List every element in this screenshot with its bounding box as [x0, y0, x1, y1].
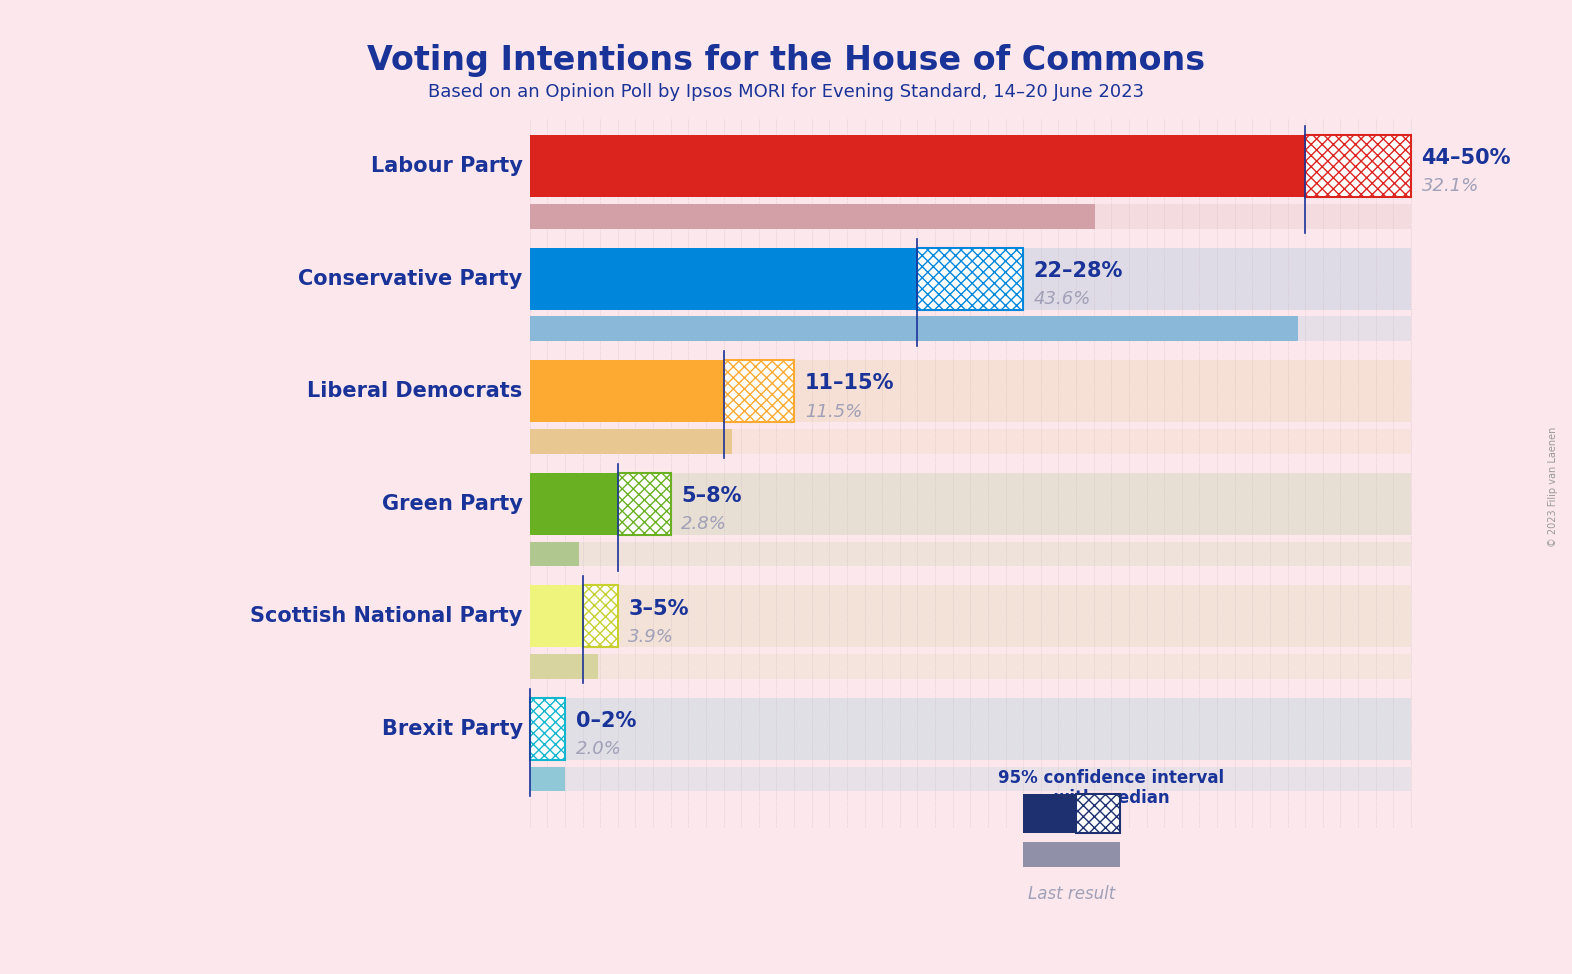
Text: 32.1%: 32.1%: [1421, 177, 1479, 196]
Bar: [530, 698, 564, 760]
Text: Voting Intentions for the House of Commons: Voting Intentions for the House of Commo…: [366, 44, 1206, 77]
Bar: [530, 767, 1412, 792]
Bar: [1023, 842, 1121, 867]
Bar: [1077, 794, 1121, 833]
Bar: [530, 585, 583, 648]
Bar: [530, 360, 1412, 423]
Bar: [918, 247, 1023, 310]
Bar: [530, 135, 1412, 197]
Text: © 2023 Filip van Laenen: © 2023 Filip van Laenen: [1548, 427, 1558, 547]
Bar: [530, 698, 1412, 760]
Text: 22–28%: 22–28%: [1034, 261, 1122, 281]
Text: Green Party: Green Party: [382, 494, 522, 514]
Text: Last result: Last result: [1028, 884, 1115, 903]
Bar: [723, 360, 794, 423]
Bar: [530, 360, 723, 423]
Text: 11.5%: 11.5%: [805, 402, 861, 421]
Text: 3.9%: 3.9%: [629, 627, 674, 646]
Bar: [530, 247, 918, 310]
Text: 95% confidence interval
with median: 95% confidence interval with median: [998, 768, 1225, 807]
Bar: [530, 655, 599, 679]
Bar: [530, 204, 1096, 229]
Text: 2.8%: 2.8%: [681, 515, 728, 533]
Text: Scottish National Party: Scottish National Party: [250, 607, 522, 626]
Text: 0–2%: 0–2%: [575, 711, 637, 731]
Bar: [530, 317, 1412, 341]
Bar: [530, 247, 1412, 310]
Text: 43.6%: 43.6%: [1034, 290, 1091, 308]
Bar: [1305, 135, 1412, 197]
Bar: [530, 429, 1412, 454]
Text: 3–5%: 3–5%: [629, 598, 689, 618]
Bar: [530, 473, 618, 535]
Text: Liberal Democrats: Liberal Democrats: [308, 381, 522, 401]
Bar: [530, 317, 1298, 341]
Bar: [1023, 794, 1077, 833]
Bar: [583, 585, 618, 648]
Text: Based on an Opinion Poll by Ipsos MORI for Evening Standard, 14–20 June 2023: Based on an Opinion Poll by Ipsos MORI f…: [428, 83, 1144, 100]
Bar: [530, 204, 1412, 229]
Bar: [530, 542, 578, 566]
Bar: [530, 655, 1412, 679]
Text: Labour Party: Labour Party: [371, 156, 522, 176]
Bar: [530, 473, 1412, 535]
Bar: [530, 585, 1412, 648]
Text: 5–8%: 5–8%: [681, 486, 742, 506]
Bar: [530, 767, 564, 792]
Text: Conservative Party: Conservative Party: [299, 269, 522, 288]
Text: 11–15%: 11–15%: [805, 373, 894, 393]
Text: 44–50%: 44–50%: [1421, 148, 1511, 169]
Bar: [618, 473, 671, 535]
Bar: [530, 542, 1412, 566]
Text: 2.0%: 2.0%: [575, 740, 621, 758]
Text: Brexit Party: Brexit Party: [382, 719, 522, 739]
Bar: [530, 429, 733, 454]
Bar: [530, 135, 1305, 197]
